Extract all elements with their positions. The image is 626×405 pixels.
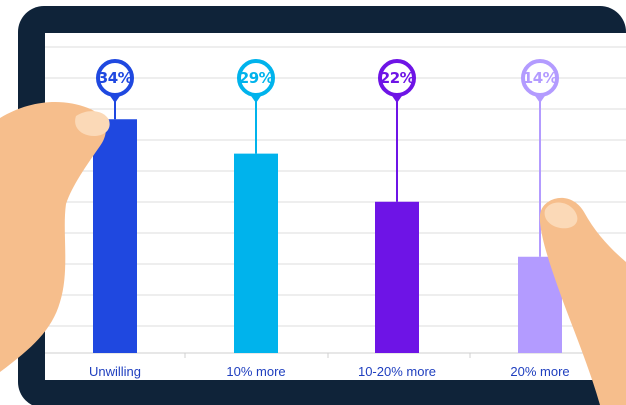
data-label: 29% <box>239 69 274 87</box>
value-bubble <box>521 59 559 97</box>
right-thumb-nail <box>544 202 578 229</box>
data-label: 34% <box>98 69 133 87</box>
x-tick-label: Unwilling <box>89 364 141 379</box>
left-thumb-nail <box>75 111 110 136</box>
data-label: 14% <box>523 69 558 87</box>
right-hand <box>539 197 626 405</box>
value-bubble <box>96 59 134 97</box>
left-hand-illustration <box>0 102 110 372</box>
x-tick-label: 10% more <box>226 364 285 379</box>
right-hand-illustration <box>539 197 626 405</box>
value-bubble <box>237 59 275 97</box>
bar <box>93 119 137 353</box>
data-label: 22% <box>380 69 415 87</box>
chart-marks: 34% Unwilling 29% 10% more 22% 10-20% more 14%… <box>89 59 570 379</box>
bar <box>375 201 419 353</box>
value-bubble <box>378 59 416 97</box>
bar <box>234 153 278 353</box>
left-hand <box>0 102 106 372</box>
x-tick-label: 20% more <box>510 364 569 379</box>
x-tick-label: 10-20% more <box>358 364 436 379</box>
